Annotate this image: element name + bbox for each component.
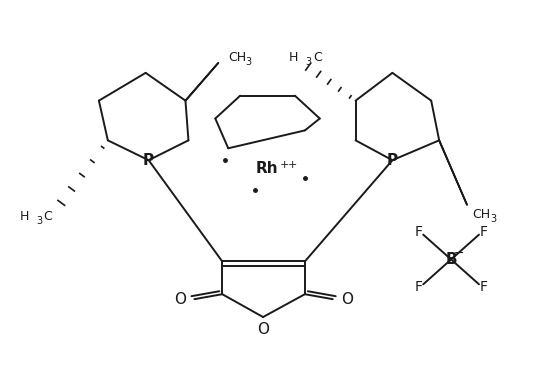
Text: P: P (143, 153, 154, 168)
Text: C: C (43, 210, 52, 223)
Text: H: H (20, 210, 29, 223)
Text: F: F (414, 225, 422, 238)
Text: O: O (340, 292, 353, 307)
Text: O: O (257, 322, 269, 338)
Text: B: B (446, 252, 457, 267)
Text: 3: 3 (245, 57, 251, 67)
Text: +: + (280, 160, 290, 170)
Polygon shape (439, 140, 467, 205)
Text: F: F (480, 280, 488, 294)
Text: CH: CH (228, 51, 246, 64)
Text: C: C (313, 51, 322, 64)
Text: Rh: Rh (256, 160, 278, 176)
Text: 3: 3 (305, 57, 311, 67)
Text: P: P (387, 153, 398, 168)
Text: −: − (454, 247, 464, 260)
Text: F: F (414, 280, 422, 294)
Text: +: + (288, 160, 298, 170)
Text: F: F (480, 225, 488, 238)
Text: O: O (174, 292, 186, 307)
Text: 3: 3 (36, 216, 42, 226)
Text: 3: 3 (490, 214, 496, 224)
Polygon shape (185, 63, 218, 101)
Text: H: H (289, 51, 298, 64)
Text: CH: CH (472, 208, 490, 221)
